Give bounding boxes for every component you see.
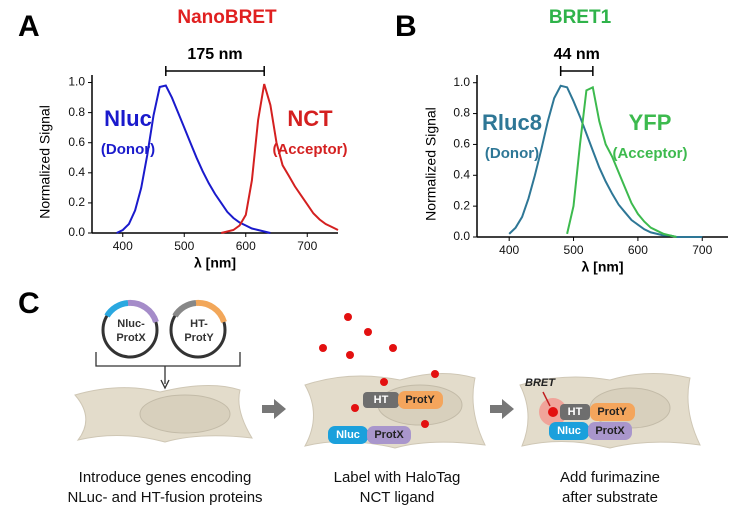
step-caption: Add furimazine xyxy=(560,469,660,486)
x-tick-label: 700 xyxy=(692,243,712,257)
y-tick-label: 0.6 xyxy=(453,137,470,151)
spectrum-line xyxy=(566,85,677,238)
ligand-dots xyxy=(319,313,439,428)
arrow xyxy=(490,399,514,419)
x-tick-label: 700 xyxy=(297,239,317,253)
y-tick-label: 0.0 xyxy=(453,229,470,243)
step-caption: Label with HaloTag xyxy=(334,469,461,486)
nucleus xyxy=(139,394,231,434)
chart-title: NanoBRET xyxy=(177,7,277,28)
peak-separation: 44 nm xyxy=(554,46,600,63)
plasmid-label: HT- xyxy=(190,318,208,330)
x-tick-label: 400 xyxy=(113,239,133,253)
series-label: Rluc8 xyxy=(482,110,542,135)
nluc xyxy=(328,426,368,444)
x-tick-label: 600 xyxy=(236,239,256,253)
series-role: (Acceptor) xyxy=(272,141,347,158)
y-tick-label: 1.0 xyxy=(68,75,85,89)
proty xyxy=(590,403,635,421)
plasmid-label: ProtX xyxy=(116,332,146,344)
x-tick-label: 400 xyxy=(499,243,519,257)
y-tick-label: 0.8 xyxy=(68,105,85,119)
series-label: Nluc xyxy=(104,106,152,131)
step-caption: after substrate xyxy=(562,489,658,506)
y-tick-label: 0.4 xyxy=(68,165,85,179)
protein-label: ProtY xyxy=(597,406,627,418)
proty xyxy=(398,391,443,409)
spectrum-line xyxy=(220,83,339,234)
series-role: (Donor) xyxy=(485,145,539,162)
y-axis-label: Normalized Signal xyxy=(37,105,53,219)
protx xyxy=(588,422,632,440)
panel-letter: B xyxy=(395,10,417,43)
bracket xyxy=(95,352,241,384)
nluc xyxy=(549,422,589,440)
arrow xyxy=(160,379,170,390)
series-label: YFP xyxy=(629,110,672,135)
protein-label: Nluc xyxy=(557,425,581,437)
x-tick-label: 500 xyxy=(564,243,584,257)
panel-letter: C xyxy=(18,287,40,320)
chart-title: BRET1 xyxy=(549,7,612,28)
y-tick-label: 1.0 xyxy=(453,75,470,89)
step-caption: Introduce genes encoding xyxy=(79,469,252,486)
protein-label: ProtY xyxy=(405,394,435,406)
protein-label: HT xyxy=(568,406,583,418)
diagram: Nluc- ProtX HT- ProtY HT ProtY Nluc Prot… xyxy=(67,299,701,506)
y-tick-label: 0.0 xyxy=(68,225,85,239)
series-role: (Donor) xyxy=(101,141,155,158)
y-axis-label: Normalized Signal xyxy=(423,107,439,221)
step-caption: NLuc- and HT-fusion proteins xyxy=(67,489,262,506)
plasmid-label: Nluc- xyxy=(117,318,145,330)
plasmid: Nluc- ProtX xyxy=(101,299,159,359)
series-role: (Acceptor) xyxy=(612,145,687,162)
x-axis-label: λ [nm] xyxy=(194,255,236,271)
y-tick-label: 0.2 xyxy=(68,195,85,209)
ligand-dot xyxy=(548,407,558,417)
ht-tag xyxy=(560,404,590,420)
bret-label: BRET xyxy=(525,377,556,389)
protx xyxy=(367,426,411,444)
protein-label: ProtX xyxy=(595,425,625,437)
protein-label: HT xyxy=(374,394,389,406)
spectrum-line xyxy=(116,84,271,234)
y-tick-label: 0.8 xyxy=(453,106,470,120)
bret-arrow xyxy=(542,391,551,407)
protein-label: ProtX xyxy=(374,429,404,441)
protein-label: Nluc xyxy=(336,429,360,441)
x-tick-label: 500 xyxy=(174,239,194,253)
x-axis-label: λ [nm] xyxy=(582,259,624,275)
peak-bracket xyxy=(559,66,594,76)
arrow xyxy=(262,399,286,419)
peak-bracket xyxy=(165,66,265,76)
ht-tag xyxy=(363,392,399,408)
plasmid: HT- ProtY xyxy=(169,299,227,359)
step-caption: NCT ligand xyxy=(360,489,435,506)
y-tick-label: 0.4 xyxy=(453,167,470,181)
peak-separation: 175 nm xyxy=(187,46,242,63)
x-tick-label: 600 xyxy=(628,243,648,257)
panel-letter: A xyxy=(18,10,40,43)
y-tick-label: 0.2 xyxy=(453,198,470,212)
series-label: NCT xyxy=(287,106,333,131)
plasmid-label: ProtY xyxy=(184,332,214,344)
y-tick-label: 0.6 xyxy=(68,135,85,149)
